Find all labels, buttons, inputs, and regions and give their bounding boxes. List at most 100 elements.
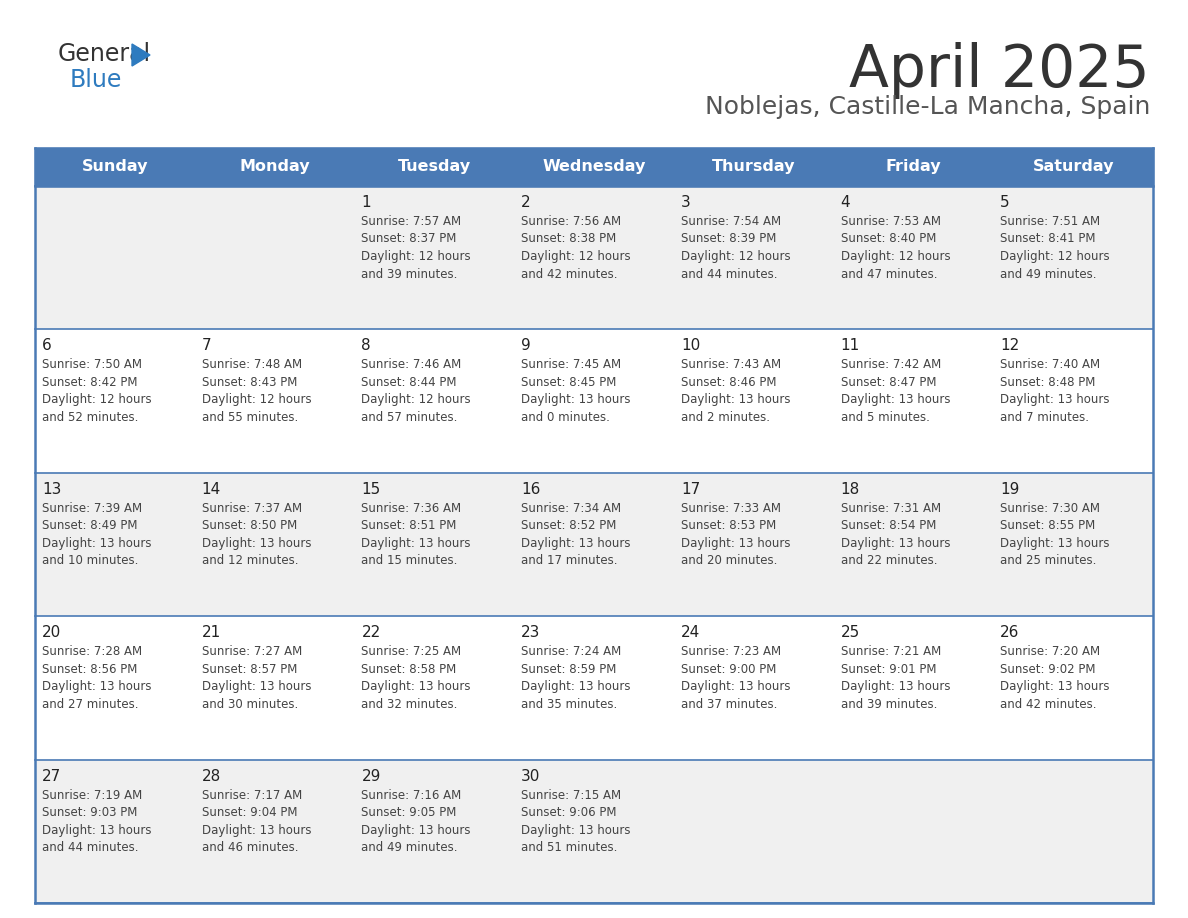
Text: Sunset: 8:39 PM: Sunset: 8:39 PM <box>681 232 776 245</box>
Text: Sunrise: 7:17 AM: Sunrise: 7:17 AM <box>202 789 302 801</box>
Text: Tuesday: Tuesday <box>398 160 470 174</box>
Text: and 44 minutes.: and 44 minutes. <box>681 267 777 281</box>
Text: and 30 minutes.: and 30 minutes. <box>202 698 298 711</box>
Text: Sunset: 8:37 PM: Sunset: 8:37 PM <box>361 232 457 245</box>
Text: Sunday: Sunday <box>82 160 148 174</box>
Text: Sunset: 8:40 PM: Sunset: 8:40 PM <box>841 232 936 245</box>
Bar <box>34 473 1154 616</box>
Text: Sunset: 8:50 PM: Sunset: 8:50 PM <box>202 520 297 532</box>
Text: and 55 minutes.: and 55 minutes. <box>202 411 298 424</box>
Text: 22: 22 <box>361 625 380 640</box>
Text: and 7 minutes.: and 7 minutes. <box>1000 411 1089 424</box>
Text: Daylight: 13 hours: Daylight: 13 hours <box>1000 537 1110 550</box>
Text: April 2025: April 2025 <box>849 42 1150 99</box>
Text: Sunset: 8:42 PM: Sunset: 8:42 PM <box>42 375 138 389</box>
Text: 5: 5 <box>1000 195 1010 210</box>
Text: and 22 minutes.: and 22 minutes. <box>841 554 937 567</box>
Text: Noblejas, Castille-La Mancha, Spain: Noblejas, Castille-La Mancha, Spain <box>704 95 1150 119</box>
Text: Friday: Friday <box>885 160 941 174</box>
Text: and 0 minutes.: and 0 minutes. <box>522 411 609 424</box>
Text: Monday: Monday <box>239 160 310 174</box>
Text: 13: 13 <box>42 482 62 497</box>
Text: Sunrise: 7:19 AM: Sunrise: 7:19 AM <box>42 789 143 801</box>
Text: 21: 21 <box>202 625 221 640</box>
Text: 18: 18 <box>841 482 860 497</box>
Text: 20: 20 <box>42 625 62 640</box>
Text: Daylight: 13 hours: Daylight: 13 hours <box>841 680 950 693</box>
Text: Daylight: 13 hours: Daylight: 13 hours <box>361 680 470 693</box>
Text: and 10 minutes.: and 10 minutes. <box>42 554 138 567</box>
Text: Sunset: 8:56 PM: Sunset: 8:56 PM <box>42 663 138 676</box>
Text: Daylight: 13 hours: Daylight: 13 hours <box>522 537 631 550</box>
Text: Daylight: 13 hours: Daylight: 13 hours <box>202 680 311 693</box>
Text: Sunset: 8:54 PM: Sunset: 8:54 PM <box>841 520 936 532</box>
Text: Sunrise: 7:43 AM: Sunrise: 7:43 AM <box>681 358 781 372</box>
Text: Sunrise: 7:23 AM: Sunrise: 7:23 AM <box>681 645 781 658</box>
Text: 26: 26 <box>1000 625 1019 640</box>
Text: Daylight: 13 hours: Daylight: 13 hours <box>841 537 950 550</box>
Text: and 51 minutes.: and 51 minutes. <box>522 841 618 854</box>
Text: Sunset: 8:59 PM: Sunset: 8:59 PM <box>522 663 617 676</box>
Text: and 46 minutes.: and 46 minutes. <box>202 841 298 854</box>
Text: 27: 27 <box>42 768 62 784</box>
Text: and 37 minutes.: and 37 minutes. <box>681 698 777 711</box>
Text: Daylight: 13 hours: Daylight: 13 hours <box>202 537 311 550</box>
Text: Sunrise: 7:40 AM: Sunrise: 7:40 AM <box>1000 358 1100 372</box>
Text: 7: 7 <box>202 339 211 353</box>
Text: Sunset: 9:05 PM: Sunset: 9:05 PM <box>361 806 457 819</box>
Text: and 47 minutes.: and 47 minutes. <box>841 267 937 281</box>
Text: and 42 minutes.: and 42 minutes. <box>1000 698 1097 711</box>
Text: Daylight: 13 hours: Daylight: 13 hours <box>681 394 790 407</box>
Text: and 12 minutes.: and 12 minutes. <box>202 554 298 567</box>
Text: Sunrise: 7:28 AM: Sunrise: 7:28 AM <box>42 645 143 658</box>
Text: Daylight: 13 hours: Daylight: 13 hours <box>681 680 790 693</box>
Text: Daylight: 13 hours: Daylight: 13 hours <box>522 823 631 836</box>
Text: Sunrise: 7:24 AM: Sunrise: 7:24 AM <box>522 645 621 658</box>
Text: and 44 minutes.: and 44 minutes. <box>42 841 139 854</box>
Text: General: General <box>58 42 151 66</box>
Text: Daylight: 12 hours: Daylight: 12 hours <box>841 250 950 263</box>
Text: Daylight: 13 hours: Daylight: 13 hours <box>522 394 631 407</box>
Text: 3: 3 <box>681 195 690 210</box>
Text: 4: 4 <box>841 195 851 210</box>
Text: Daylight: 13 hours: Daylight: 13 hours <box>361 823 470 836</box>
Text: Daylight: 13 hours: Daylight: 13 hours <box>1000 680 1110 693</box>
Text: Daylight: 12 hours: Daylight: 12 hours <box>361 394 472 407</box>
Bar <box>34 148 1154 186</box>
Bar <box>34 759 1154 903</box>
Text: Sunrise: 7:30 AM: Sunrise: 7:30 AM <box>1000 502 1100 515</box>
Text: Sunrise: 7:42 AM: Sunrise: 7:42 AM <box>841 358 941 372</box>
Text: 17: 17 <box>681 482 700 497</box>
Text: Daylight: 13 hours: Daylight: 13 hours <box>42 680 152 693</box>
Text: Sunset: 8:48 PM: Sunset: 8:48 PM <box>1000 375 1095 389</box>
Text: 30: 30 <box>522 768 541 784</box>
Text: Daylight: 12 hours: Daylight: 12 hours <box>681 250 790 263</box>
Text: Daylight: 13 hours: Daylight: 13 hours <box>841 394 950 407</box>
Text: 23: 23 <box>522 625 541 640</box>
Text: and 27 minutes.: and 27 minutes. <box>42 698 139 711</box>
Polygon shape <box>132 44 150 66</box>
Text: Sunrise: 7:51 AM: Sunrise: 7:51 AM <box>1000 215 1100 228</box>
Text: Sunset: 9:06 PM: Sunset: 9:06 PM <box>522 806 617 819</box>
Text: and 15 minutes.: and 15 minutes. <box>361 554 457 567</box>
Text: Sunset: 9:03 PM: Sunset: 9:03 PM <box>42 806 138 819</box>
Text: Blue: Blue <box>70 68 122 92</box>
Text: Sunset: 9:02 PM: Sunset: 9:02 PM <box>1000 663 1095 676</box>
Text: and 32 minutes.: and 32 minutes. <box>361 698 457 711</box>
Text: 14: 14 <box>202 482 221 497</box>
Text: and 57 minutes.: and 57 minutes. <box>361 411 457 424</box>
Text: Daylight: 12 hours: Daylight: 12 hours <box>202 394 311 407</box>
Text: Sunset: 9:04 PM: Sunset: 9:04 PM <box>202 806 297 819</box>
Text: Daylight: 13 hours: Daylight: 13 hours <box>1000 394 1110 407</box>
Text: and 39 minutes.: and 39 minutes. <box>841 698 937 711</box>
Text: 10: 10 <box>681 339 700 353</box>
Text: and 2 minutes.: and 2 minutes. <box>681 411 770 424</box>
Text: Sunrise: 7:54 AM: Sunrise: 7:54 AM <box>681 215 781 228</box>
Text: Sunrise: 7:50 AM: Sunrise: 7:50 AM <box>42 358 143 372</box>
Text: 25: 25 <box>841 625 860 640</box>
Text: Sunset: 8:44 PM: Sunset: 8:44 PM <box>361 375 457 389</box>
Text: and 52 minutes.: and 52 minutes. <box>42 411 138 424</box>
Text: Sunrise: 7:53 AM: Sunrise: 7:53 AM <box>841 215 941 228</box>
Text: Daylight: 13 hours: Daylight: 13 hours <box>42 823 152 836</box>
Text: Sunset: 8:53 PM: Sunset: 8:53 PM <box>681 520 776 532</box>
